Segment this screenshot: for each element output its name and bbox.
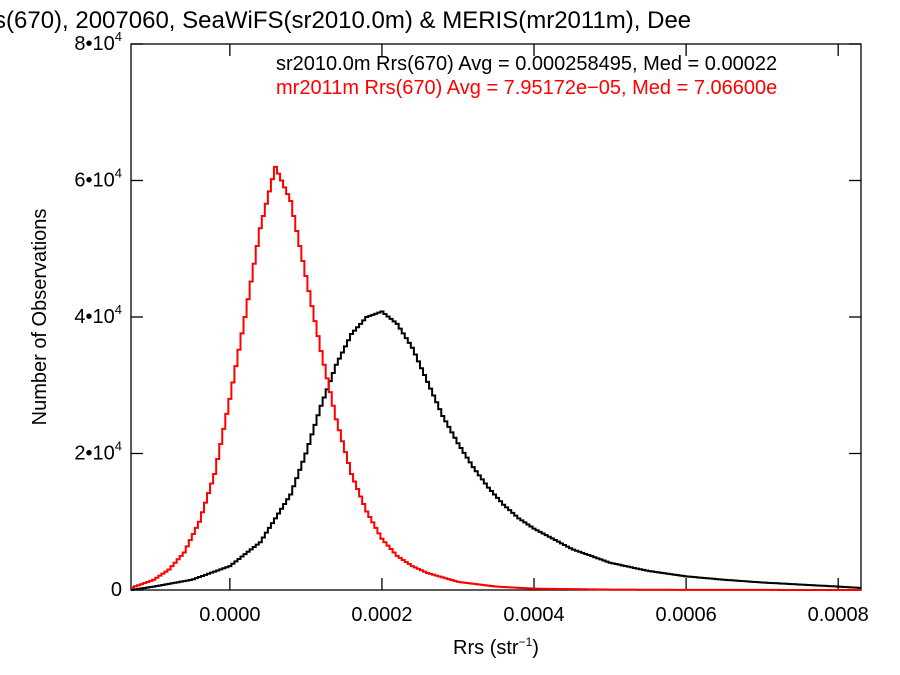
series-layer — [131, 165, 861, 591]
x-axis-label-base: Rrs (str — [453, 637, 519, 659]
chart-title: s(670), 2007060, SeaWiFS(sr2010.0m) & ME… — [0, 7, 691, 34]
x-axis-label-sup: −1 — [519, 635, 533, 649]
y-tick-label: 4•104 — [74, 302, 122, 328]
y-axis: 0 2•104 4•104 6•104 8•104 — [74, 29, 861, 601]
y-tick-label: 2•104 — [74, 439, 122, 465]
y-axis-label: Number of Observations — [29, 209, 51, 426]
series-2-histogram — [131, 165, 861, 591]
x-tick-label: 0.0004 — [503, 604, 564, 626]
legend-entry-1: sr2010.0m Rrs(670) Avg = 0.000258495, Me… — [276, 53, 777, 75]
legend: sr2010.0m Rrs(670) Avg = 0.000258495, Me… — [276, 53, 777, 99]
x-tick-label: 0.0002 — [351, 604, 412, 626]
y-tick-label: 8•104 — [74, 29, 122, 55]
x-axis: 0.0000 0.0002 0.0004 0.0006 0.0008 — [199, 44, 869, 626]
x-axis-label-tail: ) — [532, 637, 539, 659]
x-tick-label: 0.0000 — [199, 604, 260, 626]
x-axis-label: Rrs (str−1) — [453, 635, 539, 659]
series-1-histogram — [131, 310, 861, 591]
plot-frame — [130, 43, 862, 591]
legend-entry-2: mr2011m Rrs(670) Avg = 7.95172e−05, Med … — [276, 77, 777, 99]
x-tick-label: 0.0008 — [808, 604, 869, 626]
x-tick-label: 0.0006 — [656, 604, 717, 626]
y-tick-label: 6•104 — [74, 166, 122, 192]
y-tick-label: 0 — [111, 579, 122, 601]
